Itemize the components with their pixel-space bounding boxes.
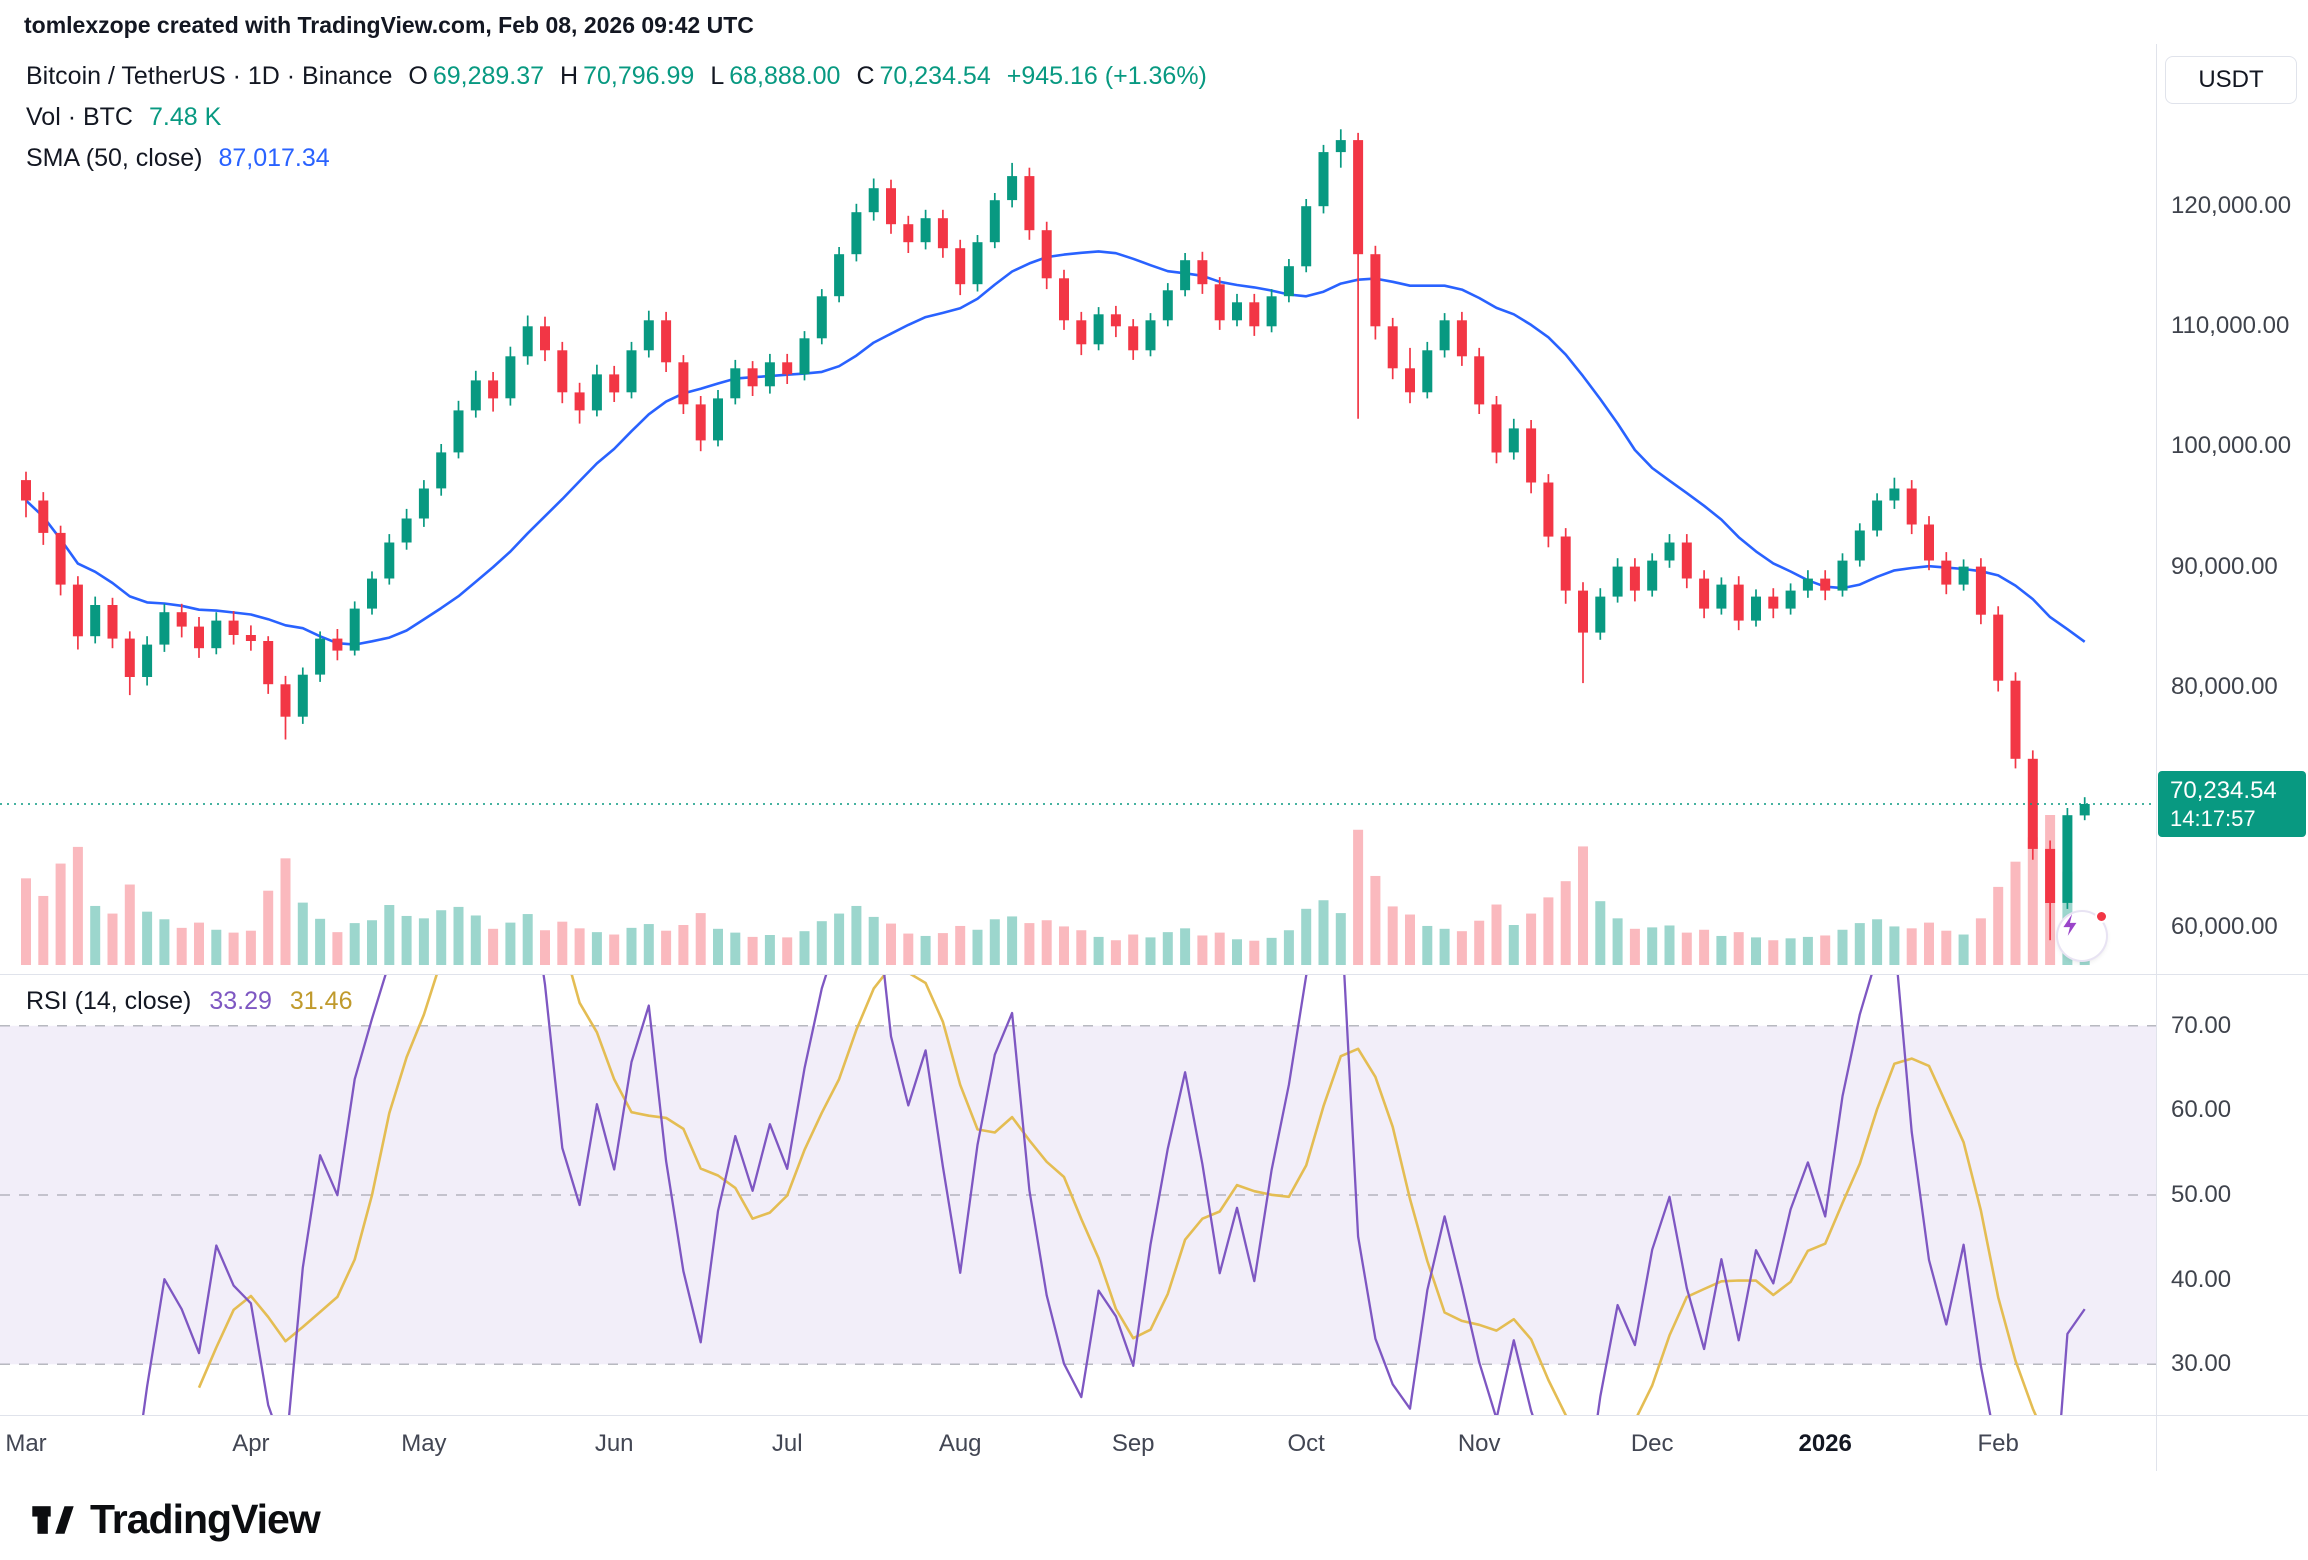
- time-axis-label: Apr: [232, 1430, 270, 1457]
- time-axis-label: Sep: [1111, 1430, 1155, 1457]
- volume-legend-row[interactable]: Vol · BTC 7.48 K: [26, 103, 1207, 132]
- time-axis-label: Feb: [1977, 1430, 2019, 1457]
- price-axis-separator: [2156, 44, 2157, 1471]
- rsi-legend-row[interactable]: RSI (14, close) 33.29 31.46: [26, 987, 352, 1016]
- time-axis-label: Oct: [1287, 1430, 1325, 1457]
- price-tick-label: 100,000.00: [2171, 432, 2292, 460]
- high-value: 70,796.99: [583, 62, 695, 90]
- bar-countdown: 14:17:57: [2170, 806, 2256, 831]
- symbol-title: Bitcoin / TetherUS · 1D · Binance: [26, 62, 393, 90]
- last-price-value: 70,234.54: [2170, 777, 2277, 804]
- price-tick-label: 90,000.00: [2171, 552, 2278, 580]
- rsi-tick-label: 70.00: [2171, 1011, 2232, 1039]
- rsi-ma-value: 31.46: [289, 987, 353, 1015]
- rsi-value: 33.29: [209, 987, 272, 1015]
- sma-label: SMA (50, close): [26, 144, 203, 172]
- low-value: 68,888.00: [729, 62, 841, 90]
- price-tick-label: 120,000.00: [2171, 192, 2292, 220]
- price-axis[interactable]: USDT 120,000.00 110,000.00 100,000.00 90,00…: [2157, 44, 2308, 1471]
- rsi-tick-label: 30.00: [2171, 1350, 2232, 1378]
- price-tick-label: 60,000.00: [2171, 912, 2278, 940]
- time-axis-label: Jun: [594, 1430, 634, 1457]
- time-axis-separator: [0, 1415, 2308, 1416]
- change-value: +945.16 (+1.36%): [1006, 62, 1207, 90]
- currency-toggle-button[interactable]: USDT: [2165, 56, 2297, 104]
- flash-reactions-button[interactable]: [2058, 910, 2108, 960]
- symbol-legend-row[interactable]: Bitcoin / TetherUS · 1D · Binance O 69,28…: [26, 62, 1207, 91]
- tradingview-mark-icon: [32, 1505, 74, 1534]
- time-axis-label: 2026: [1798, 1430, 1852, 1457]
- chart-legend: Bitcoin / TetherUS · 1D · Binance O 69,28…: [26, 62, 1207, 173]
- open-label: O: [408, 62, 428, 90]
- tradingview-wordmark: TradingView: [90, 1496, 321, 1542]
- time-axis[interactable]: Mar Apr May Jun Jul Aug Sep Oct Nov Dec 2026 Feb: [0, 1416, 2156, 1470]
- rsi-pane[interactable]: RSI (14, close) 33.29 31.46: [0, 975, 2156, 1415]
- rsi-tick-label: 50.00: [2171, 1181, 2232, 1208]
- volume-label: Vol · BTC: [26, 103, 133, 131]
- close-value: 70,234.54: [879, 62, 991, 90]
- rsi-chart[interactable]: [0, 975, 2156, 1415]
- open-value: 69,289.37: [432, 62, 545, 90]
- close-label: C: [856, 62, 875, 90]
- tradingview-logo[interactable]: TradingView: [30, 1496, 321, 1543]
- price-pane[interactable]: Bitcoin / TetherUS · 1D · Binance O 69,28…: [0, 44, 2156, 975]
- rsi-tick-label: 40.00: [2171, 1265, 2232, 1293]
- volume-value: 7.48 K: [148, 103, 222, 131]
- sma-value: 87,017.34: [218, 144, 330, 172]
- attribution-text: tomlexzope created with TradingView.com,…: [24, 12, 754, 38]
- time-axis-label: Nov: [1457, 1430, 1501, 1457]
- time-axis-label: Jul: [771, 1430, 803, 1457]
- rsi-tick-label: 60.00: [2171, 1096, 2232, 1124]
- time-axis-label: Dec: [1630, 1430, 1674, 1457]
- pane-separator[interactable]: [0, 974, 2308, 975]
- price-tick-label: 80,000.00: [2171, 672, 2278, 700]
- candlestick-volume-chart[interactable]: [0, 44, 2156, 975]
- lightning-icon: [2063, 914, 2077, 936]
- price-tick-label: 110,000.00: [2171, 312, 2290, 340]
- low-label: L: [710, 62, 725, 90]
- sma-legend-row[interactable]: SMA (50, close) 87,017.34: [26, 144, 1207, 173]
- notification-dot: [2095, 910, 2108, 923]
- rsi-label: RSI (14, close): [26, 987, 192, 1015]
- last-price-badge: 70,234.54 14:17:57: [2158, 771, 2306, 837]
- time-axis-label: May: [401, 1430, 447, 1457]
- time-axis-label: Mar: [5, 1430, 47, 1457]
- high-label: H: [560, 62, 579, 90]
- time-axis-label: Aug: [938, 1430, 982, 1457]
